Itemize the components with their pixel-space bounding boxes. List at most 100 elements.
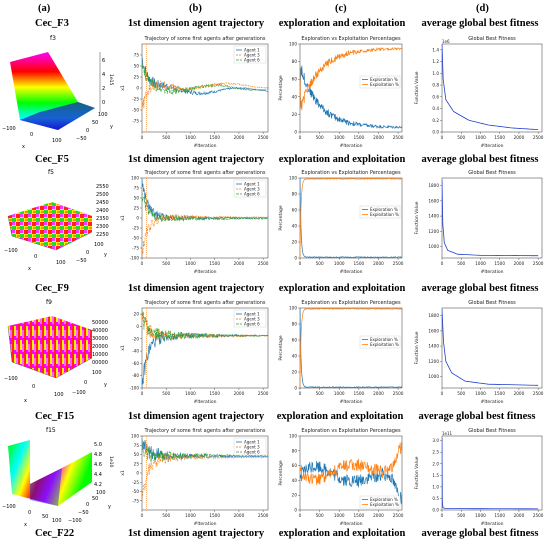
x-tick-label: 1000 [185,135,196,140]
z-tick: 2500 [96,192,109,198]
row-label-f15: Cec_F15 [35,411,75,422]
legend-label: Agent 1 [244,312,260,317]
y-tick-label: -20 [132,336,139,341]
x-tick-label: 2500 [393,135,404,140]
plot-frame [441,43,543,133]
x-tick: 100 [54,392,64,398]
z-exponent: 1e10 [108,456,114,467]
y-axis-label: y [104,252,107,258]
y-tick-label: 1.0 [432,484,439,489]
x-tick-label: 2000 [514,135,525,140]
series-line-agent-6 [142,311,268,341]
z-tick: 2 [102,86,105,92]
y-tick-label: -25 [132,97,139,102]
series-line-exploration [300,308,402,388]
x-axis-label: #Iteration [194,521,217,527]
surface-plot-f5: f5 2550 2500 2450 2400 2350 2300 2250 10… [4,169,109,272]
y-tick: 0 [86,250,89,256]
legend-label: Agent 3 [244,187,260,192]
y-tick-label: 1.0 [432,71,439,76]
y-tick-label: 0.2 [432,118,439,123]
x-axis-label: #Iteration [340,399,363,405]
x-tick-label: 1500 [354,391,365,396]
chart-title: Trajectory of some first agents after ge… [143,170,265,176]
legend [359,335,401,349]
z-tick: 0 [102,100,105,106]
column-letter-d: (d) [476,3,489,14]
row4-title-fitness: average global best fitness [418,411,536,422]
y-tick-label: -25 [132,226,139,231]
x-tick-label: 2500 [533,135,544,140]
x-tick-label: 500 [162,135,170,140]
z-tick: 6 [102,58,105,64]
x-tick-label: 0 [441,261,444,266]
y-axis-label: x1 [120,85,126,91]
x-tick-label: 1000 [334,261,345,266]
y-tick-label: 80 [292,322,298,327]
x-tick: −100 [2,126,16,132]
z-tick: 2250 [96,232,109,238]
x-tick-label: 1500 [209,135,220,140]
series-line-exploitation [300,46,402,111]
chart-title: Exploration vs Exploitation Percentages [301,36,401,42]
surface-plot-f9: f9 50000 40000 30000 20000 10000 00000 1… [4,299,108,404]
x-tick-label: 2000 [514,513,525,518]
x-tick: 100 [56,260,66,266]
y-tick-label: 1200 [428,229,439,234]
x-tick: −100 [2,504,16,510]
x-tick-label: 1500 [494,391,505,396]
y-tick-label: -50 [132,489,139,494]
y-tick-label: -50 [132,236,139,241]
y-tick-label: 1.5 [432,473,439,478]
legend-label: Agent 6 [244,192,260,197]
x-tick-label: 1500 [209,513,220,518]
y-tick-label: 100 [289,434,297,439]
y-tick-label: 25 [134,206,140,211]
y-tick-label: 1400 [428,214,439,219]
y-tick: 50 [92,120,98,126]
series-line-exploitation [300,308,402,388]
y-tick-label: 100 [289,176,297,181]
column-letter-a: (a) [38,3,51,14]
y-axis-exponent: 1e6 [442,39,450,44]
y-axis-label: Function Value [414,71,420,104]
x-tick-label: 500 [162,513,170,518]
z-tick: 2300 [96,224,109,230]
series-line-exploration [300,65,402,130]
chart-title: Global Best Fitness [468,170,516,176]
x-axis-label: x [24,398,27,404]
row2-title-fitness: average global best fitness [421,154,539,165]
y-tick-label: 75 [134,186,140,191]
row4-title-trajectory: 1st dimension agent trajectory [127,411,265,422]
x-tick-label: 1000 [185,261,196,266]
legend [359,495,401,509]
x-axis-label: #Iteration [340,143,363,149]
x-tick-label: 500 [316,261,324,266]
z-tick: 4.4 [94,472,102,478]
x-axis-label: #Iteration [481,143,504,149]
legend-label: Agent 3 [244,53,260,58]
y-tick-label: -25 [132,480,139,485]
y-tick-label: -100 [129,256,139,261]
plot-area [442,44,539,131]
y-axis-label: Percentage [278,335,284,361]
legend-label: Agent 1 [244,440,260,445]
y-tick-label: -60 [132,361,139,366]
x-axis-label: #Iteration [340,521,363,527]
series-line-agent-3 [142,453,268,498]
plot-area [142,436,268,510]
z-tick: 4 [102,72,105,78]
fitness-chart-f9: Global Best Fitness 0 500 1000 1500 2000 2500 1… [414,300,544,405]
y-tick-label: 1.2 [432,59,439,64]
x-tick-label: 2000 [514,261,525,266]
plot-frame [299,307,403,389]
plot-area [142,178,268,258]
y-tick-label: 1400 [428,344,439,349]
y-tick-label: 25 [134,461,140,466]
y-tick-label: 100 [131,434,139,439]
x-tick-label: 500 [457,513,465,518]
x-tick-label: 0 [441,391,444,396]
y-tick-label: 0 [136,216,139,221]
y-axis-label: Percentage [278,460,284,486]
x-tick: 0 [30,132,33,138]
